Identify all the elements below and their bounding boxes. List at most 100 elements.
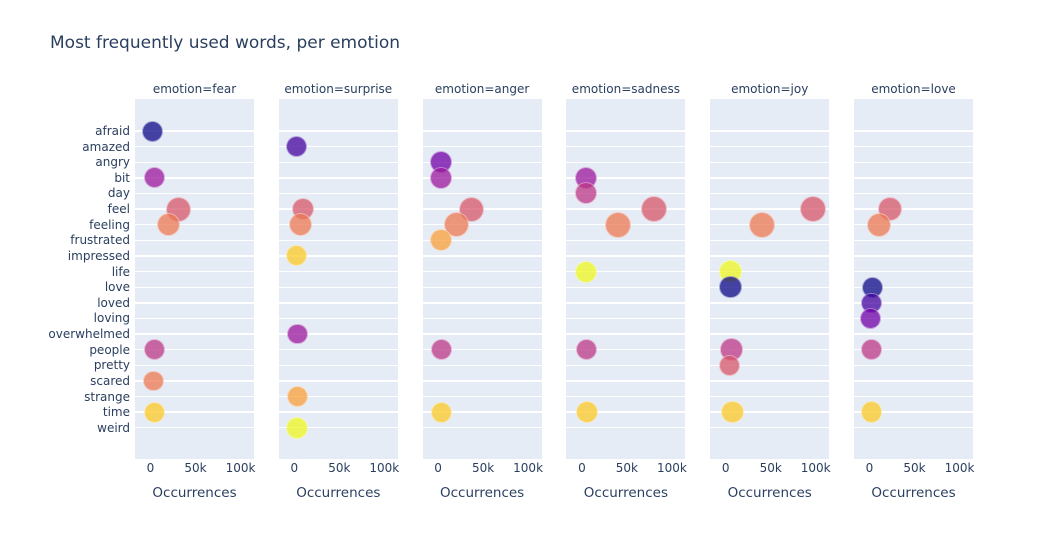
x-tick-label-love-100k: 100k (944, 461, 975, 475)
data-point-sadness-time[interactable] (576, 401, 599, 424)
gridline (710, 145, 830, 148)
gridline (854, 380, 973, 382)
x-axis-title-love: Occurrences (871, 485, 956, 501)
x-tick-label-love-50k: 50k (903, 461, 926, 475)
x-tick-label-fear-0: 0 (146, 461, 155, 475)
data-point-joy-feeling[interactable] (748, 211, 775, 238)
data-point-anger-frustrated[interactable] (429, 229, 452, 252)
data-point-love-time[interactable] (860, 401, 883, 423)
x-axis-title-anger: Occurrences (439, 485, 525, 501)
data-point-anger-time[interactable] (431, 401, 453, 423)
gridline (710, 427, 830, 429)
gridline (422, 177, 542, 179)
gridline (854, 130, 973, 132)
data-point-surprise-weird[interactable] (286, 416, 309, 439)
gridline (422, 192, 542, 195)
gridline (854, 427, 973, 429)
gridline (566, 239, 686, 242)
x-tick-label-surprise-50k: 50k (328, 461, 351, 475)
gridline (278, 364, 398, 366)
gridline (566, 270, 686, 273)
y-axis-label-love: love (104, 280, 130, 295)
x-tick-label-sadness-50k: 50k (615, 461, 638, 475)
data-point-anger-bit[interactable] (430, 166, 453, 189)
facet-panel-love (854, 99, 973, 459)
chart-title: Most frequently used words, per emotion (50, 33, 401, 53)
data-point-love-people[interactable] (861, 339, 882, 360)
gridline (854, 333, 973, 335)
data-point-sadness-people[interactable] (575, 339, 597, 361)
gridline (422, 348, 542, 351)
facet-header-sadness: emotion=sadness (571, 82, 680, 96)
gridline (710, 364, 830, 366)
data-point-sadness-feeling[interactable] (604, 211, 631, 238)
x-tick-label-joy-100k: 100k (800, 461, 831, 475)
gridline (135, 145, 254, 148)
x-tick-label-joy-50k: 50k (759, 461, 782, 475)
data-point-surprise-overwhelmed[interactable] (287, 323, 308, 345)
data-point-fear-afraid[interactable] (142, 120, 164, 142)
data-point-fear-scared[interactable] (143, 370, 164, 392)
gridline (710, 411, 830, 413)
gridline (566, 145, 686, 148)
gridline (854, 239, 973, 242)
gridline (422, 302, 542, 304)
data-point-surprise-impressed[interactable] (286, 245, 308, 267)
gridline (710, 255, 830, 257)
gridline (710, 192, 830, 195)
gridline (710, 130, 830, 132)
data-point-surprise-strange[interactable] (286, 386, 308, 408)
data-point-surprise-amazed[interactable] (286, 136, 308, 158)
gridline (422, 161, 542, 163)
y-axis-label-strange: strange (84, 389, 130, 404)
y-axis-label-angry: angry (95, 155, 130, 170)
data-point-joy-feel[interactable] (799, 195, 827, 223)
gridline (854, 317, 973, 320)
y-axis-label-life: life (111, 264, 130, 279)
data-point-joy-time[interactable] (721, 400, 744, 424)
gridline (422, 255, 542, 257)
facet-panel-surprise (278, 99, 398, 459)
data-point-surprise-feeling[interactable] (289, 213, 313, 237)
gridline (854, 208, 973, 210)
data-point-anger-feeling[interactable] (444, 212, 470, 238)
gridline (135, 302, 254, 304)
data-point-fear-bit[interactable] (143, 167, 165, 189)
gridline (135, 224, 254, 226)
data-point-fear-feeling[interactable] (156, 212, 181, 237)
gridline (566, 177, 686, 179)
data-point-sadness-life[interactable] (575, 260, 598, 283)
data-point-fear-people[interactable] (143, 339, 165, 361)
x-tick-label-fear-50k: 50k (184, 461, 207, 475)
data-point-joy-pretty[interactable] (718, 354, 741, 377)
data-point-sadness-feel[interactable] (640, 196, 667, 223)
gridline (710, 177, 830, 179)
gridline (566, 380, 686, 382)
gridline (135, 177, 254, 179)
gridline (854, 364, 973, 366)
gridline (854, 395, 973, 398)
gridline (135, 411, 254, 413)
x-tick-label-surprise-100k: 100k (369, 461, 400, 475)
gridline (422, 364, 542, 366)
gridline (135, 333, 254, 335)
data-point-sadness-day[interactable] (575, 182, 598, 205)
x-axis-title-joy: Occurrences (727, 485, 812, 501)
y-axis-label-loved: loved (97, 295, 130, 310)
data-point-love-feeling[interactable] (866, 212, 891, 237)
y-axis-label-bit: bit (114, 170, 130, 185)
data-point-fear-time[interactable] (143, 401, 165, 423)
data-point-anger-people[interactable] (431, 339, 453, 361)
data-point-love-loving[interactable] (859, 307, 881, 329)
gridline (278, 380, 398, 382)
gridline (278, 145, 398, 148)
gridline (135, 364, 254, 366)
gridline (278, 161, 398, 163)
gridline (566, 161, 686, 163)
gridline (854, 411, 973, 413)
gridline (566, 302, 686, 304)
data-point-joy-love[interactable] (719, 275, 742, 299)
facet-header-love: emotion=love (871, 82, 956, 96)
gridline (278, 348, 398, 351)
facet-panel-anger (422, 99, 542, 459)
